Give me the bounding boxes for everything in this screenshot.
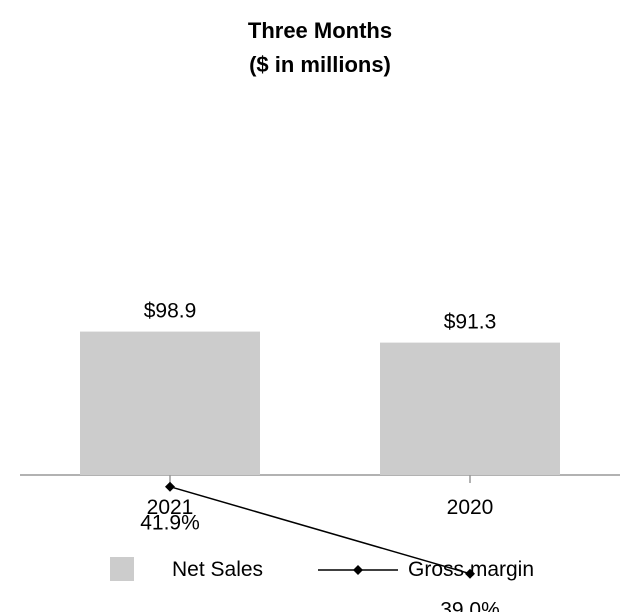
legend-net-sales-label: Net Sales <box>172 558 264 581</box>
chart-title: Three Months <box>247 18 393 43</box>
bar-label-2020: $91.3 <box>444 311 497 334</box>
x-tick-label-2021: 2021 <box>147 496 194 519</box>
chart-subtitle: ($ in millions) <box>249 52 391 77</box>
bar-label-2021: $98.9 <box>144 300 197 323</box>
gross-margin-label-2020: 39.0% <box>440 599 500 612</box>
legend-net-sales-swatch <box>110 557 134 581</box>
legend-gross-margin-label: Gross margin <box>408 558 535 581</box>
gross-margin-line <box>169 485 471 575</box>
gross-margin-label-2021: 41.9% <box>140 512 200 535</box>
legend-gross-margin-marker <box>318 565 398 575</box>
gross-margin-point-2020 <box>465 568 475 579</box>
bar-net-sales-2021 <box>80 331 260 475</box>
bar-net-sales-2020 <box>380 342 560 475</box>
gross-margin-point-2021 <box>165 481 175 492</box>
x-tick-label-2020: 2020 <box>447 496 494 519</box>
